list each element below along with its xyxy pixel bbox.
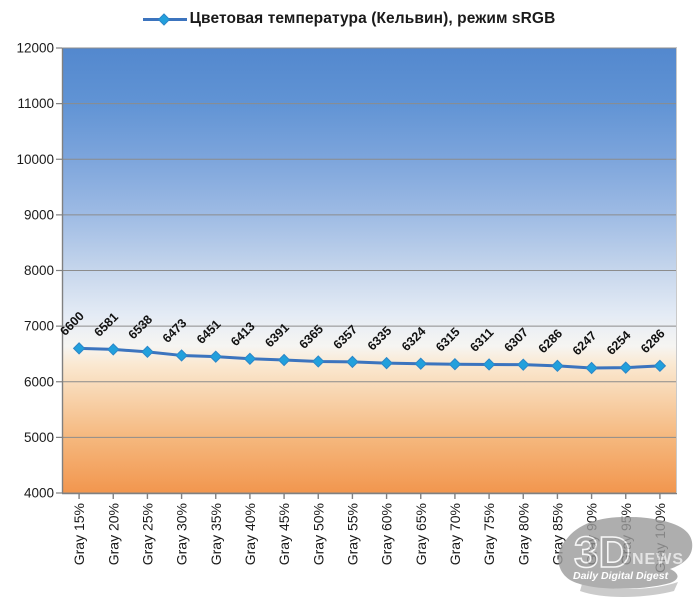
legend-diamond-icon: [157, 12, 170, 26]
x-tick-label: Gray 65%: [413, 503, 429, 565]
data-point-marker: [243, 352, 257, 365]
data-point-marker: [380, 356, 393, 370]
watermark-brush-stroke: [558, 516, 693, 589]
data-point-marker: [517, 358, 530, 371]
x-tick-label: Gray 40%: [242, 503, 258, 565]
y-tick-label: 7000: [24, 319, 54, 334]
data-point-marker: [72, 342, 86, 355]
x-tick-label: Gray 15%: [71, 503, 87, 565]
data-point-marker: [107, 343, 120, 356]
y-tick-label: 12000: [16, 41, 54, 56]
watermark: 3D NEWS Daily Digital Digest: [558, 516, 693, 597]
y-tick-label: 9000: [24, 207, 54, 222]
x-tick-label: Gray 30%: [174, 503, 190, 565]
x-tick-label: Gray 25%: [139, 503, 155, 565]
data-point-marker: [551, 359, 564, 373]
chart-legend: Цветовая температура (Кельвин), режим sR…: [0, 10, 697, 28]
data-point-marker: [209, 350, 222, 363]
y-tick-label: 5000: [24, 430, 54, 445]
legend-line-marker-icon: [142, 12, 187, 26]
x-tick-label: Gray 45%: [276, 503, 292, 565]
x-tick-label: Gray 50%: [310, 503, 326, 565]
y-tick-label: 4000: [24, 486, 54, 501]
x-tick-label: Gray 20%: [105, 503, 121, 565]
data-point-marker: [277, 353, 291, 367]
watermark-3d-text: 3D: [574, 528, 630, 577]
data-point-marker: [619, 361, 632, 374]
data-point-marker: [448, 358, 462, 371]
x-tick-label: Gray 60%: [379, 503, 395, 565]
data-point-marker: [414, 357, 427, 370]
data-point-marker: [585, 361, 598, 375]
data-point-marker: [346, 355, 359, 369]
x-tick-label: Gray 80%: [515, 503, 531, 565]
data-point-marker: [141, 345, 154, 359]
y-tick-label: 8000: [24, 263, 54, 278]
watermark-news-text: NEWS: [632, 551, 684, 568]
x-tick-label: Gray 75%: [481, 503, 497, 565]
x-tick-label: Gray 70%: [447, 503, 463, 565]
data-point-marker: [175, 349, 188, 362]
x-tick-label: Gray 35%: [208, 503, 224, 565]
data-point-marker: [653, 359, 667, 373]
y-tick-label: 11000: [17, 96, 54, 111]
y-tick-label: 6000: [24, 374, 54, 389]
data-point-marker: [482, 358, 496, 371]
x-tick-label: Gray 55%: [344, 503, 360, 565]
y-tick-label: 10000: [16, 152, 54, 167]
watermark-brush-streak: [580, 582, 678, 597]
watermark-tagline-text: Daily Digital Digest: [573, 570, 669, 582]
legend-label: Цветовая температура (Кельвин), режим sR…: [189, 10, 556, 27]
data-point-marker: [312, 355, 325, 368]
